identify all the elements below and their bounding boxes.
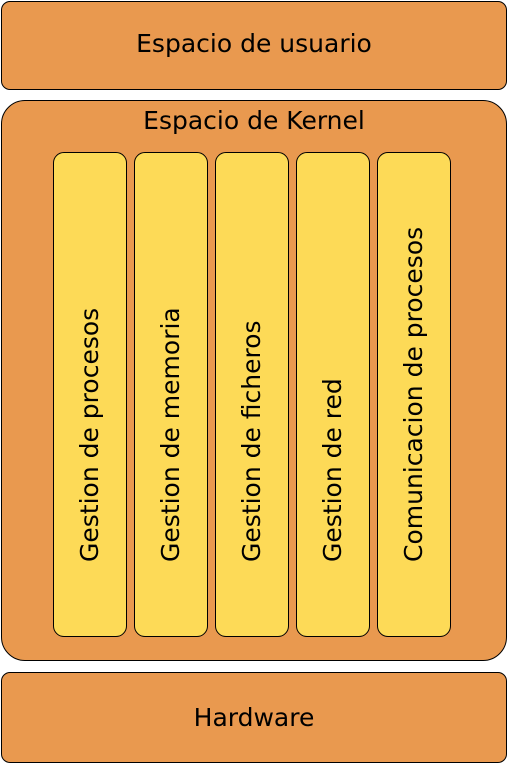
subsystem-label: Gestion de procesos [75, 307, 104, 562]
hardware-layer: Hardware [1, 672, 507, 763]
subsystem-label: Gestion de red [318, 378, 347, 562]
subsystem-label: Gestion de ficheros [237, 320, 266, 562]
subsystem-file-management: Gestion de ficheros [215, 152, 289, 637]
hardware-label: Hardware [193, 703, 315, 732]
user-space-layer: Espacio de usuario [1, 1, 507, 90]
subsystem-label: Comunicacion de procesos [399, 226, 428, 562]
user-space-label: Espacio de usuario [136, 29, 372, 58]
subsystem-memory-management: Gestion de memoria [134, 152, 208, 637]
subsystem-process-communication: Comunicacion de procesos [377, 152, 451, 637]
kernel-space-label: Espacio de Kernel [143, 106, 365, 135]
subsystem-network-management: Gestion de red [296, 152, 370, 637]
subsystem-process-management: Gestion de procesos [53, 152, 127, 637]
subsystem-label: Gestion de memoria [156, 307, 185, 562]
